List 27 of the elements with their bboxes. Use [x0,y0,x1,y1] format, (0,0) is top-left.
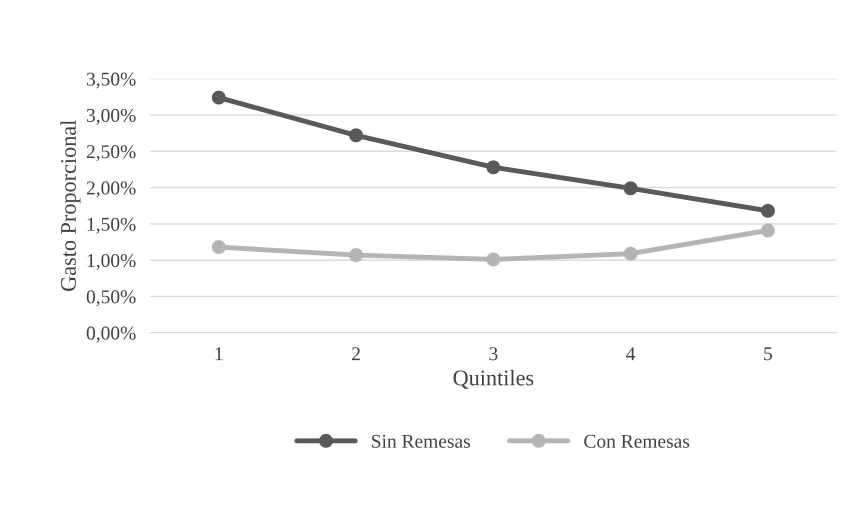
y-axis-title: Gasto Proporcional [60,120,80,291]
point [624,246,638,261]
point [486,252,500,266]
y-tick-label: 0,50% [86,290,136,306]
x-axis-title: Quintiles [454,370,534,389]
x-tick-label: 4 [626,347,636,360]
legend-label: Con Remesas [584,434,690,448]
x-tick-label: 1 [216,347,222,360]
legend-label: Sin Remesas [372,434,470,448]
y-tick-label: 2,50% [86,145,136,162]
point [349,128,364,142]
point [760,204,775,218]
y-tick-label: 1,50% [88,218,136,234]
point [349,248,364,262]
point [212,90,226,105]
y-tick-label: 2,00% [86,181,136,198]
point [624,181,638,196]
x-tick-label: 5 [764,347,772,360]
point [212,240,226,254]
point [486,160,500,174]
y-tick-label: 0,00% [86,326,136,342]
y-tick-label: 3,00% [86,108,136,125]
x-tick-label: 3 [489,347,498,360]
y-tick-label: 3,50% [86,72,136,88]
point [760,223,775,238]
x-tick-label: 2 [352,347,360,360]
y-tick-label: 1,00% [88,254,136,270]
